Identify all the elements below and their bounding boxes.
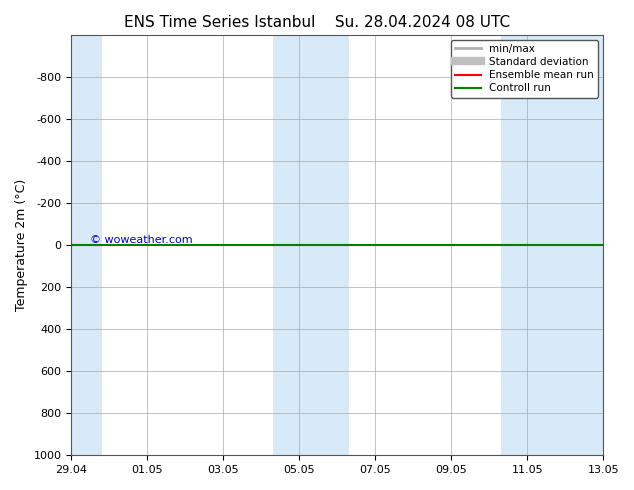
Bar bbox=[273, 35, 349, 455]
Bar bbox=[71, 35, 101, 455]
Text: © woweather.com: © woweather.com bbox=[90, 235, 193, 245]
Y-axis label: Temperature 2m (°C): Temperature 2m (°C) bbox=[15, 179, 28, 311]
Legend: min/max, Standard deviation, Ensemble mean run, Controll run: min/max, Standard deviation, Ensemble me… bbox=[451, 40, 598, 98]
Bar bbox=[501, 35, 603, 455]
Text: ENS Time Series Istanbul    Su. 28.04.2024 08 UTC: ENS Time Series Istanbul Su. 28.04.2024 … bbox=[124, 15, 510, 30]
